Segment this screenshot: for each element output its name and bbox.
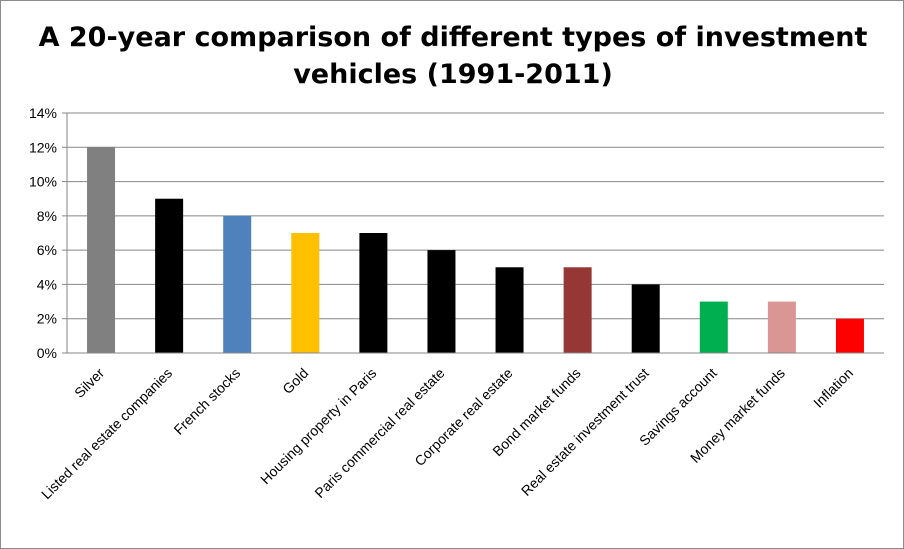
bar — [767, 301, 796, 353]
bars — [87, 147, 864, 353]
bar — [495, 267, 524, 353]
x-category-label: French stocks — [170, 365, 243, 438]
bar — [291, 233, 320, 353]
chart-title-line-2: vehicles (1991-2011) — [293, 59, 613, 90]
bar — [427, 250, 456, 353]
chart-title-line-1: A 20-year comparison of different types … — [39, 22, 868, 53]
bar — [155, 198, 184, 353]
bar — [563, 267, 592, 353]
x-category-label: Silver — [71, 365, 107, 401]
chart-title: A 20-year comparison of different types … — [39, 22, 868, 90]
bar — [631, 284, 660, 353]
y-tick-label: 10% — [29, 174, 57, 190]
y-tick-label: 14% — [29, 105, 57, 121]
x-category-label: Inflation — [810, 365, 856, 411]
bar — [87, 147, 116, 353]
bar — [359, 233, 388, 353]
y-tick-label: 0% — [37, 345, 57, 361]
x-category-label: Housing property in Paris — [257, 365, 379, 487]
y-tick-label: 8% — [37, 208, 57, 224]
axes — [66, 113, 884, 354]
y-tick-label: 4% — [37, 276, 57, 292]
x-category-label: Real estate investment trust — [518, 365, 652, 499]
x-category-label: Gold — [279, 365, 311, 397]
y-axis-tick-labels: 0% 2% 4% 6% 8% 10% 12% 14% — [29, 105, 67, 361]
y-tick-label: 6% — [37, 242, 57, 258]
y-tick-label: 2% — [37, 311, 57, 327]
gridlines — [67, 112, 884, 320]
x-category-label: Listed real estate companies — [38, 365, 175, 502]
y-tick-label: 12% — [29, 139, 57, 155]
bar — [223, 215, 252, 353]
bar — [835, 318, 864, 353]
bar — [699, 301, 728, 353]
x-category-label: Paris commercial real estate — [311, 365, 447, 501]
